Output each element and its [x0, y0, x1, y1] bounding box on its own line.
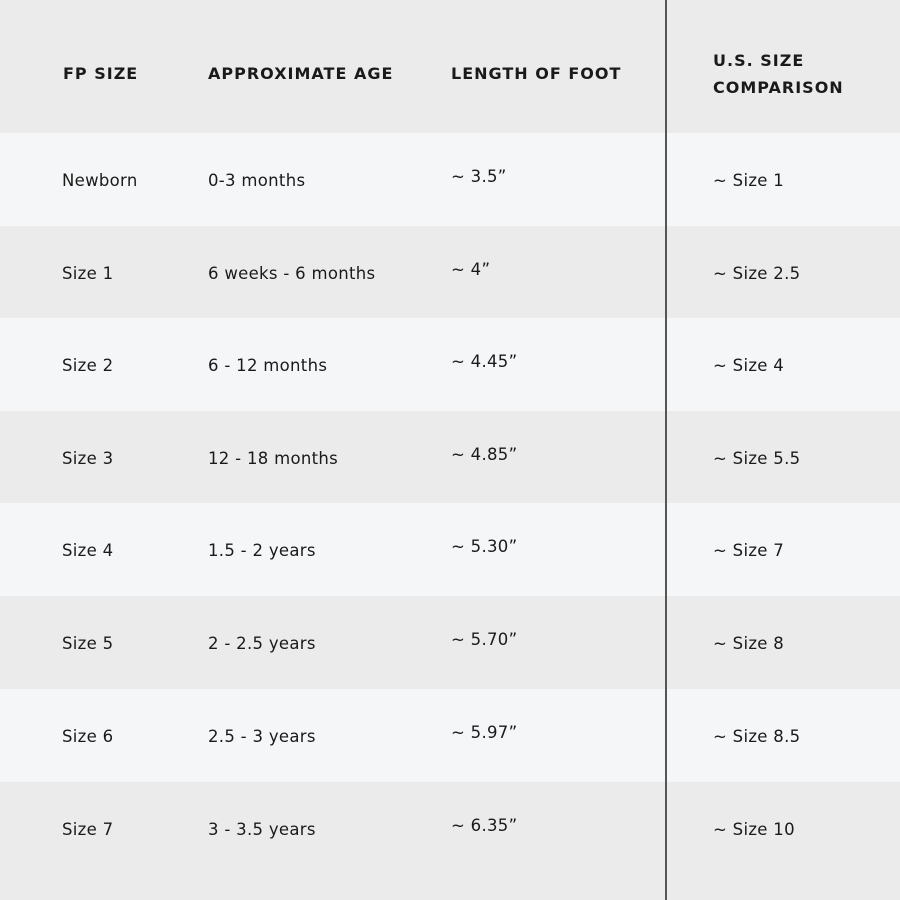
us-size-cell: ~ Size 4 [713, 356, 785, 375]
foot-length-cell: ~ 5.30” [451, 537, 518, 556]
table-row: Size 2 6 - 12 months ~ 4.45” ~ Size 4 [0, 318, 900, 411]
us-size-cell: ~ Size 7 [713, 541, 785, 560]
us-size-cell: ~ Size 2.5 [713, 264, 801, 283]
us-size-cell: ~ Size 8.5 [713, 727, 801, 746]
table-row: Size 6 2.5 - 3 years ~ 5.97” ~ Size 8.5 [0, 689, 900, 782]
age-cell: 1.5 - 2 years [208, 541, 316, 560]
age-cell: 2.5 - 3 years [208, 727, 316, 746]
fp-size-cell: Size 6 [62, 727, 114, 746]
table-row: Newborn 0-3 months ~ 3.5” ~ Size 1 [0, 133, 900, 226]
fp-size-cell: Newborn [62, 171, 138, 190]
us-size-cell: ~ Size 5.5 [713, 449, 801, 468]
table-row: Size 5 2 - 2.5 years ~ 5.70” ~ Size 8 [0, 596, 900, 689]
table-row: Size 4 1.5 - 2 years ~ 5.30” ~ Size 7 [0, 503, 900, 596]
us-size-cell: ~ Size 8 [713, 634, 785, 653]
fp-size-cell: Size 7 [62, 820, 114, 839]
header-us-size-line2: COMPARISON [713, 78, 844, 97]
header-length-of-foot: LENGTH OF FOOT [451, 64, 622, 83]
column-divider [665, 0, 667, 900]
fp-size-cell: Size 3 [62, 449, 114, 468]
foot-length-cell: ~ 6.35” [451, 816, 518, 835]
foot-length-cell: ~ 5.97” [451, 723, 518, 742]
age-cell: 6 weeks - 6 months [208, 264, 376, 283]
fp-size-cell: Size 1 [62, 264, 114, 283]
us-size-cell: ~ Size 1 [713, 171, 785, 190]
age-cell: 0-3 months [208, 171, 306, 190]
header-us-size-line1: U.S. SIZE [713, 51, 805, 70]
age-cell: 2 - 2.5 years [208, 634, 316, 653]
foot-length-cell: ~ 4.45” [451, 352, 518, 371]
table-row: Size 1 6 weeks - 6 months ~ 4” ~ Size 2.5 [0, 226, 900, 318]
foot-length-cell: ~ 4.85” [451, 445, 518, 464]
fp-size-cell: Size 5 [62, 634, 114, 653]
foot-length-cell: ~ 3.5” [451, 167, 507, 186]
table-header: FP SIZE APPROXIMATE AGE LENGTH OF FOOT U… [0, 0, 900, 133]
table-row: Size 7 3 - 3.5 years ~ 6.35” ~ Size 10 [0, 782, 900, 900]
fp-size-cell: Size 2 [62, 356, 114, 375]
age-cell: 3 - 3.5 years [208, 820, 316, 839]
header-fp-size: FP SIZE [63, 64, 139, 83]
us-size-cell: ~ Size 10 [713, 820, 795, 839]
header-approximate-age: APPROXIMATE AGE [208, 64, 394, 83]
foot-length-cell: ~ 4” [451, 260, 491, 279]
foot-length-cell: ~ 5.70” [451, 630, 518, 649]
table-row: Size 3 12 - 18 months ~ 4.85” ~ Size 5.5 [0, 411, 900, 503]
fp-size-cell: Size 4 [62, 541, 114, 560]
age-cell: 12 - 18 months [208, 449, 339, 468]
age-cell: 6 - 12 months [208, 356, 328, 375]
